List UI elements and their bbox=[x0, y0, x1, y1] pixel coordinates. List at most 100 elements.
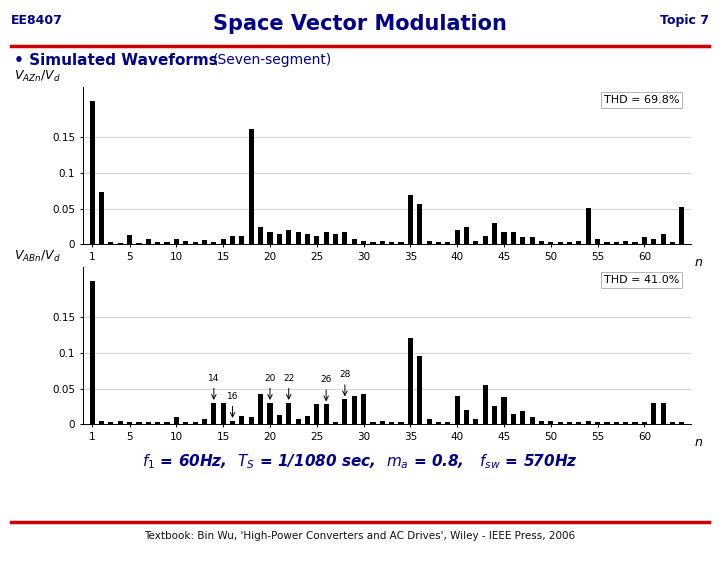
Bar bbox=[445, 422, 451, 424]
Bar bbox=[267, 232, 273, 244]
Bar bbox=[595, 422, 600, 424]
Bar bbox=[389, 422, 395, 424]
Bar bbox=[632, 422, 638, 424]
Bar bbox=[642, 422, 647, 424]
Bar bbox=[258, 395, 264, 424]
Bar bbox=[239, 416, 245, 424]
Bar bbox=[202, 419, 207, 424]
Bar bbox=[454, 230, 460, 244]
Bar bbox=[623, 241, 629, 244]
Bar bbox=[660, 403, 666, 424]
Text: Space Vector Modulation: Space Vector Modulation bbox=[213, 14, 507, 34]
Text: THD = 69.8%: THD = 69.8% bbox=[603, 95, 679, 105]
Bar bbox=[145, 422, 151, 424]
Bar bbox=[323, 232, 329, 244]
Bar bbox=[117, 421, 123, 424]
Bar bbox=[436, 422, 441, 424]
Bar bbox=[370, 422, 376, 424]
Bar bbox=[155, 242, 161, 244]
Bar bbox=[164, 242, 170, 244]
Bar bbox=[408, 195, 413, 244]
Bar bbox=[127, 422, 132, 424]
Bar bbox=[623, 422, 629, 424]
Text: $n$: $n$ bbox=[694, 436, 703, 448]
Bar bbox=[417, 203, 423, 244]
Bar bbox=[473, 419, 479, 424]
Bar bbox=[230, 236, 235, 244]
Bar bbox=[679, 207, 685, 244]
Bar bbox=[539, 421, 544, 424]
Text: $n$: $n$ bbox=[694, 256, 703, 269]
Text: EE8407: EE8407 bbox=[11, 14, 63, 27]
Bar bbox=[286, 403, 292, 424]
Bar bbox=[295, 232, 301, 244]
Bar bbox=[604, 242, 610, 244]
Bar bbox=[220, 239, 226, 244]
Bar bbox=[342, 399, 348, 424]
Bar bbox=[305, 234, 310, 244]
Bar bbox=[183, 422, 189, 424]
Bar bbox=[510, 414, 516, 424]
Bar bbox=[192, 422, 198, 424]
Text: 22: 22 bbox=[283, 374, 294, 399]
Text: 28: 28 bbox=[339, 370, 351, 396]
Bar bbox=[613, 422, 619, 424]
Bar bbox=[202, 240, 207, 244]
Bar bbox=[379, 241, 385, 244]
Bar bbox=[276, 234, 282, 244]
Bar bbox=[679, 422, 685, 424]
Bar bbox=[258, 226, 264, 244]
Bar bbox=[211, 242, 217, 244]
Bar bbox=[417, 356, 423, 424]
Bar bbox=[127, 235, 132, 244]
Bar bbox=[426, 419, 432, 424]
Bar bbox=[333, 234, 338, 244]
Bar bbox=[230, 421, 235, 424]
Text: (Seven-segment): (Seven-segment) bbox=[212, 53, 332, 67]
Bar bbox=[557, 422, 563, 424]
Bar bbox=[342, 232, 348, 244]
Bar bbox=[492, 223, 498, 244]
Text: 26: 26 bbox=[320, 375, 332, 400]
Bar bbox=[473, 241, 479, 244]
Bar bbox=[585, 208, 591, 244]
Bar bbox=[660, 234, 666, 244]
Bar bbox=[585, 421, 591, 424]
Bar bbox=[539, 241, 544, 244]
Bar bbox=[464, 226, 469, 244]
Bar bbox=[351, 396, 357, 424]
Text: 20: 20 bbox=[264, 374, 276, 399]
Bar bbox=[286, 230, 292, 244]
Bar bbox=[99, 192, 104, 244]
Bar bbox=[155, 422, 161, 424]
Bar bbox=[361, 395, 366, 424]
Bar bbox=[520, 411, 526, 424]
Bar bbox=[408, 338, 413, 424]
Bar bbox=[314, 236, 320, 244]
Bar bbox=[426, 241, 432, 244]
Bar bbox=[248, 129, 254, 244]
Bar bbox=[651, 239, 657, 244]
Bar bbox=[529, 237, 535, 244]
Bar bbox=[529, 417, 535, 424]
Bar bbox=[276, 415, 282, 424]
Bar bbox=[192, 242, 198, 244]
Bar bbox=[613, 242, 619, 244]
Bar bbox=[398, 242, 404, 244]
Bar bbox=[510, 232, 516, 244]
Bar bbox=[670, 422, 675, 424]
Bar bbox=[379, 421, 385, 424]
Text: THD = 41.0%: THD = 41.0% bbox=[603, 275, 679, 285]
Bar bbox=[323, 404, 329, 424]
Text: $V_{ABn}/V_d$: $V_{ABn}/V_d$ bbox=[14, 249, 61, 264]
Bar bbox=[604, 422, 610, 424]
Text: Topic 7: Topic 7 bbox=[660, 14, 709, 27]
Bar bbox=[314, 404, 320, 424]
Bar bbox=[595, 239, 600, 244]
Text: 16: 16 bbox=[227, 392, 238, 417]
Bar bbox=[576, 422, 582, 424]
Bar bbox=[501, 232, 507, 244]
Bar bbox=[482, 385, 488, 424]
Bar bbox=[436, 242, 441, 244]
Bar bbox=[567, 422, 572, 424]
